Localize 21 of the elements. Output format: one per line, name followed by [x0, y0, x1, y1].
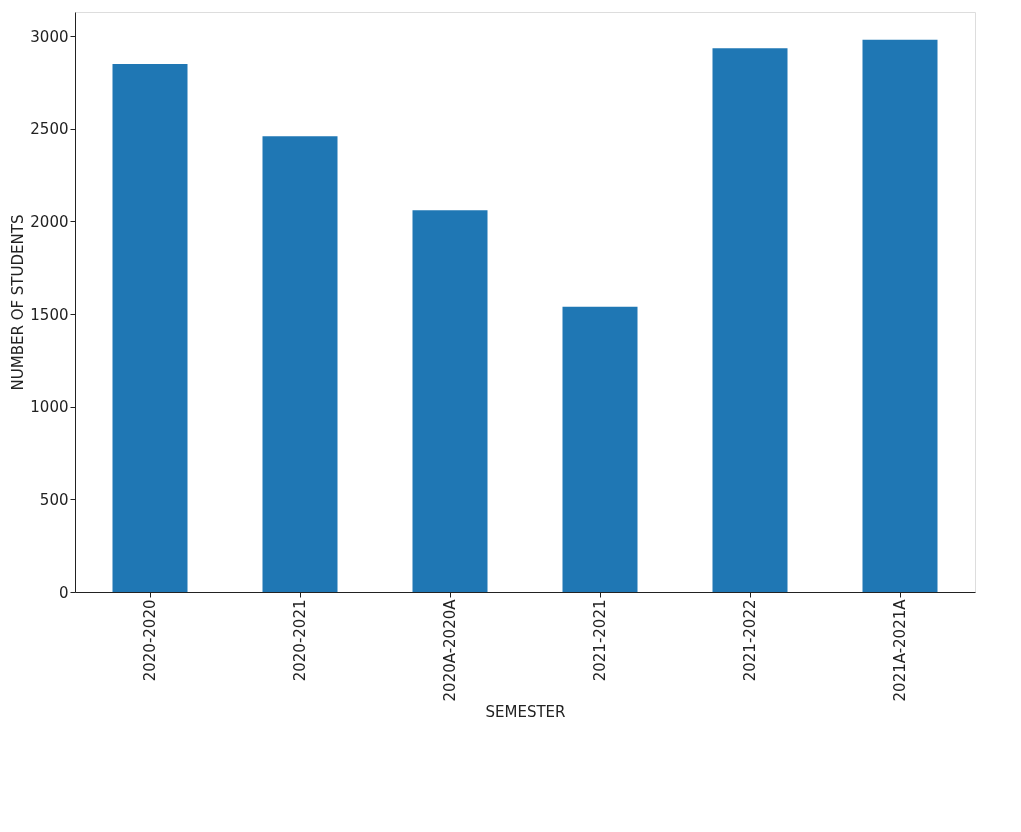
x-tick-label: 2021A-2021A [891, 598, 909, 702]
bar [112, 63, 188, 592]
y-tick-label: 0 [58, 583, 69, 602]
x-axis-title: SEMESTER [485, 703, 566, 722]
x-tick-label: 2021-2022 [741, 599, 759, 682]
bar [712, 48, 788, 592]
bar [412, 210, 488, 592]
x-tick-label: 2021-2021 [591, 599, 609, 682]
y-tick-label: 1000 [30, 398, 69, 417]
bar [862, 39, 938, 592]
y-tick-label: 1500 [30, 305, 69, 324]
x-tick-label: 2020-2020 [141, 599, 159, 682]
y-tick-label: 3000 [30, 27, 69, 46]
x-tick-label: 2020A-2020A [441, 598, 459, 702]
y-tick-label: 500 [39, 490, 69, 509]
y-axis-title: NUMBER OF STUDENTS [9, 214, 28, 391]
y-tick-label: 2500 [30, 120, 69, 139]
x-tick-label: 2020-2021 [291, 599, 309, 682]
bar [562, 306, 638, 592]
bar [262, 136, 338, 592]
y-tick-label: 2000 [30, 212, 69, 231]
